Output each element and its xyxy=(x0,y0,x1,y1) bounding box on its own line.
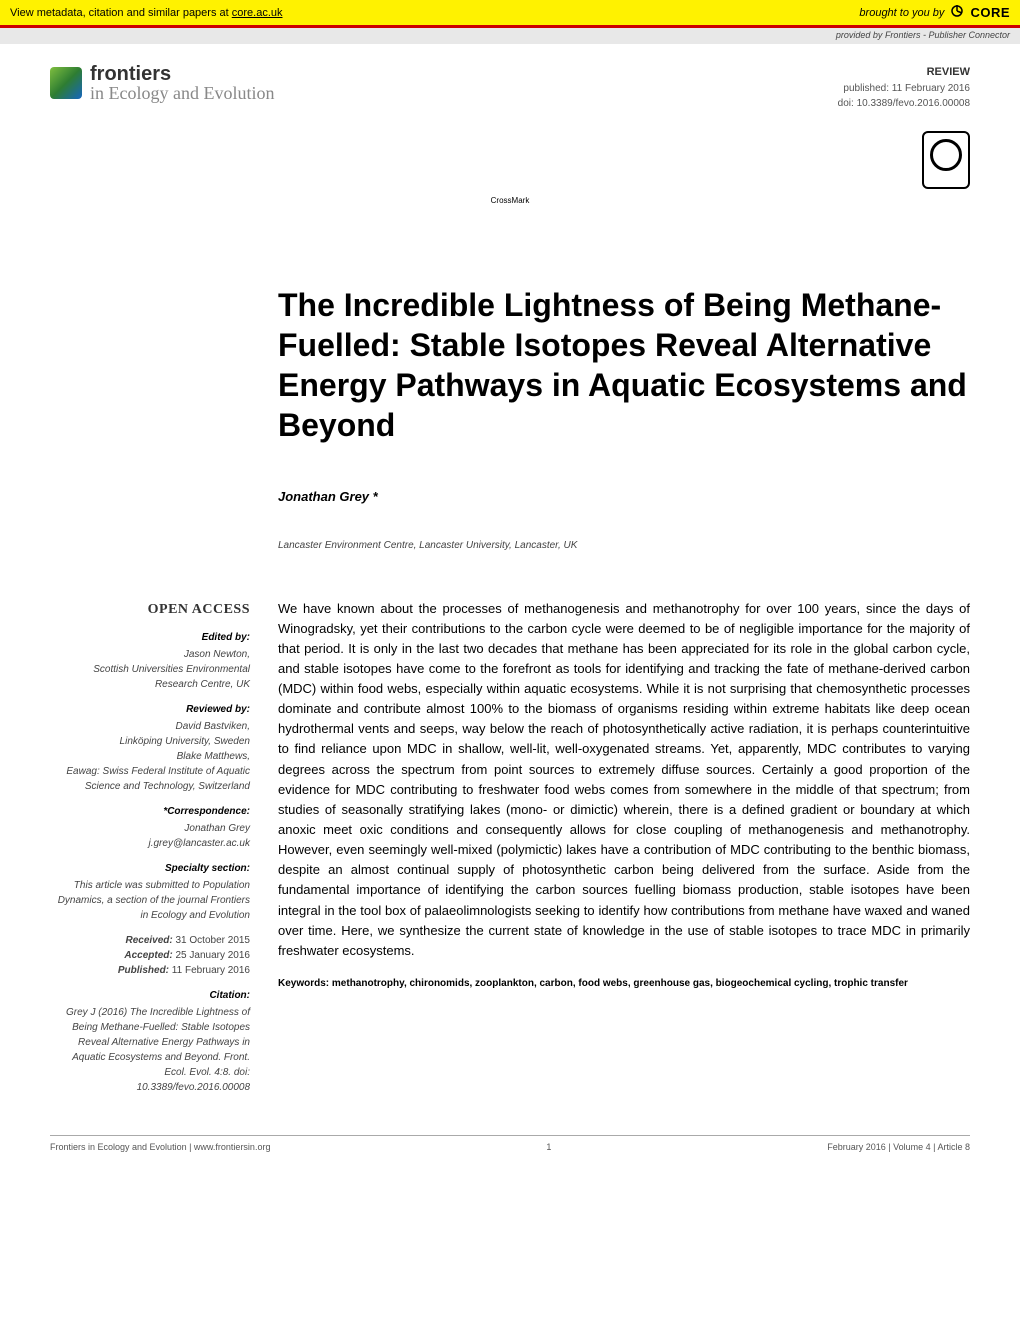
footer-url-link[interactable]: www.frontiersin.org xyxy=(194,1142,271,1152)
core-banner-right: brought to you by CORE xyxy=(859,4,1010,21)
keywords-text: methanotrophy, chironomids, zooplankton,… xyxy=(332,978,908,989)
published-label-sidebar: Published: xyxy=(118,965,172,976)
received-date: 31 October 2015 xyxy=(176,935,251,946)
crossmark-icon xyxy=(922,131,970,189)
crossmark-label: CrossMark xyxy=(50,196,970,205)
correspondence-heading: *Correspondence: xyxy=(50,804,250,819)
page-content: frontiers in Ecology and Evolution REVIE… xyxy=(0,44,1020,1192)
published-label: published: xyxy=(843,83,891,94)
accepted-line: Accepted: 25 January 2016 xyxy=(50,948,250,963)
journal-mark-icon xyxy=(50,67,82,99)
reviewer2-name: Blake Matthews, xyxy=(50,749,250,764)
core-left-text: View metadata, citation and similar pape… xyxy=(10,7,232,19)
edited-by-heading: Edited by: xyxy=(50,630,250,645)
citation-heading: Citation: xyxy=(50,988,250,1003)
reviewer2-inst: Eawag: Swiss Federal Institute of Aquati… xyxy=(50,764,250,794)
reviewer1-inst: Linköping University, Sweden xyxy=(50,734,250,749)
editor-inst: Scottish Universities Environmental Rese… xyxy=(50,662,250,692)
specialty-heading: Specialty section: xyxy=(50,861,250,876)
article-title: The Incredible Lightness of Being Methan… xyxy=(278,285,970,445)
published-date-sidebar: 11 February 2016 xyxy=(172,965,250,976)
accepted-date: 25 January 2016 xyxy=(175,950,250,961)
published-line-sidebar: Published: 11 February 2016 xyxy=(50,963,250,978)
corr-name: Jonathan Grey xyxy=(50,821,250,836)
open-access-label: OPEN ACCESS xyxy=(50,599,250,620)
provided-prefix: provided by xyxy=(836,30,885,40)
core-icon xyxy=(950,4,964,21)
specialty-text: This article was submitted to Population… xyxy=(50,878,250,923)
main-grid: The Incredible Lightness of Being Methan… xyxy=(50,285,970,1095)
provided-source: Frontiers - Publisher Connector xyxy=(885,30,1010,40)
core-prefix: brought to you by xyxy=(859,7,944,19)
reviewed-by-heading: Reviewed by: xyxy=(50,702,250,717)
dates-block: Received: 31 October 2015 Accepted: 25 J… xyxy=(50,933,250,978)
footer-journal-link[interactable]: Frontiers in Ecology and Evolution xyxy=(50,1142,187,1152)
footer-sep: | xyxy=(187,1142,194,1152)
footer-page-number: 1 xyxy=(546,1142,551,1152)
received-line: Received: 31 October 2015 xyxy=(50,933,250,948)
journal-logo: frontiers in Ecology and Evolution xyxy=(50,64,274,102)
core-link[interactable]: core.ac.uk xyxy=(232,7,283,19)
doi-line: doi: 10.3389/fevo.2016.00008 xyxy=(838,96,970,111)
keywords-label: Keywords: xyxy=(278,978,332,989)
doi-label: doi: xyxy=(838,98,857,109)
sidebar: OPEN ACCESS Edited by: Jason Newton, Sco… xyxy=(50,599,250,1095)
editor-name: Jason Newton, xyxy=(50,647,250,662)
provided-by-line: provided by Frontiers - Publisher Connec… xyxy=(0,28,1020,44)
accepted-label: Accepted: xyxy=(124,950,175,961)
author-name: Jonathan Grey * xyxy=(278,489,970,504)
core-banner-left: View metadata, citation and similar pape… xyxy=(10,7,283,19)
footer-left: Frontiers in Ecology and Evolution | www… xyxy=(50,1142,270,1152)
keywords-line: Keywords: methanotrophy, chironomids, zo… xyxy=(278,977,970,991)
header-meta: REVIEW published: 11 February 2016 doi: … xyxy=(838,64,970,111)
core-logo-text: CORE xyxy=(970,5,1010,20)
reviewer1-name: David Bastviken, xyxy=(50,719,250,734)
crossmark[interactable]: CrossMark xyxy=(50,131,970,205)
core-banner: View metadata, citation and similar pape… xyxy=(0,0,1020,28)
citation-text: Grey J (2016) The Incredible Lightness o… xyxy=(50,1005,250,1095)
received-label: Received: xyxy=(125,935,175,946)
footer: Frontiers in Ecology and Evolution | www… xyxy=(50,1135,970,1152)
article-type: REVIEW xyxy=(838,64,970,81)
header-row: frontiers in Ecology and Evolution REVIE… xyxy=(50,64,970,111)
abstract-text: We have known about the processes of met… xyxy=(278,599,970,962)
corr-email: j.grey@lancaster.ac.uk xyxy=(50,836,250,851)
author-affiliation: Lancaster Environment Centre, Lancaster … xyxy=(278,540,970,551)
published-date: 11 February 2016 xyxy=(892,83,970,94)
journal-word-subtitle: in Ecology and Evolution xyxy=(90,84,274,102)
abstract-block: We have known about the processes of met… xyxy=(278,599,970,1095)
published-line: published: 11 February 2016 xyxy=(838,81,970,96)
footer-issue-info: February 2016 | Volume 4 | Article 8 xyxy=(827,1142,970,1152)
journal-text: frontiers in Ecology and Evolution xyxy=(90,64,274,102)
journal-word-frontiers: frontiers xyxy=(90,64,274,84)
doi-link[interactable]: 10.3389/fevo.2016.00008 xyxy=(857,98,970,109)
